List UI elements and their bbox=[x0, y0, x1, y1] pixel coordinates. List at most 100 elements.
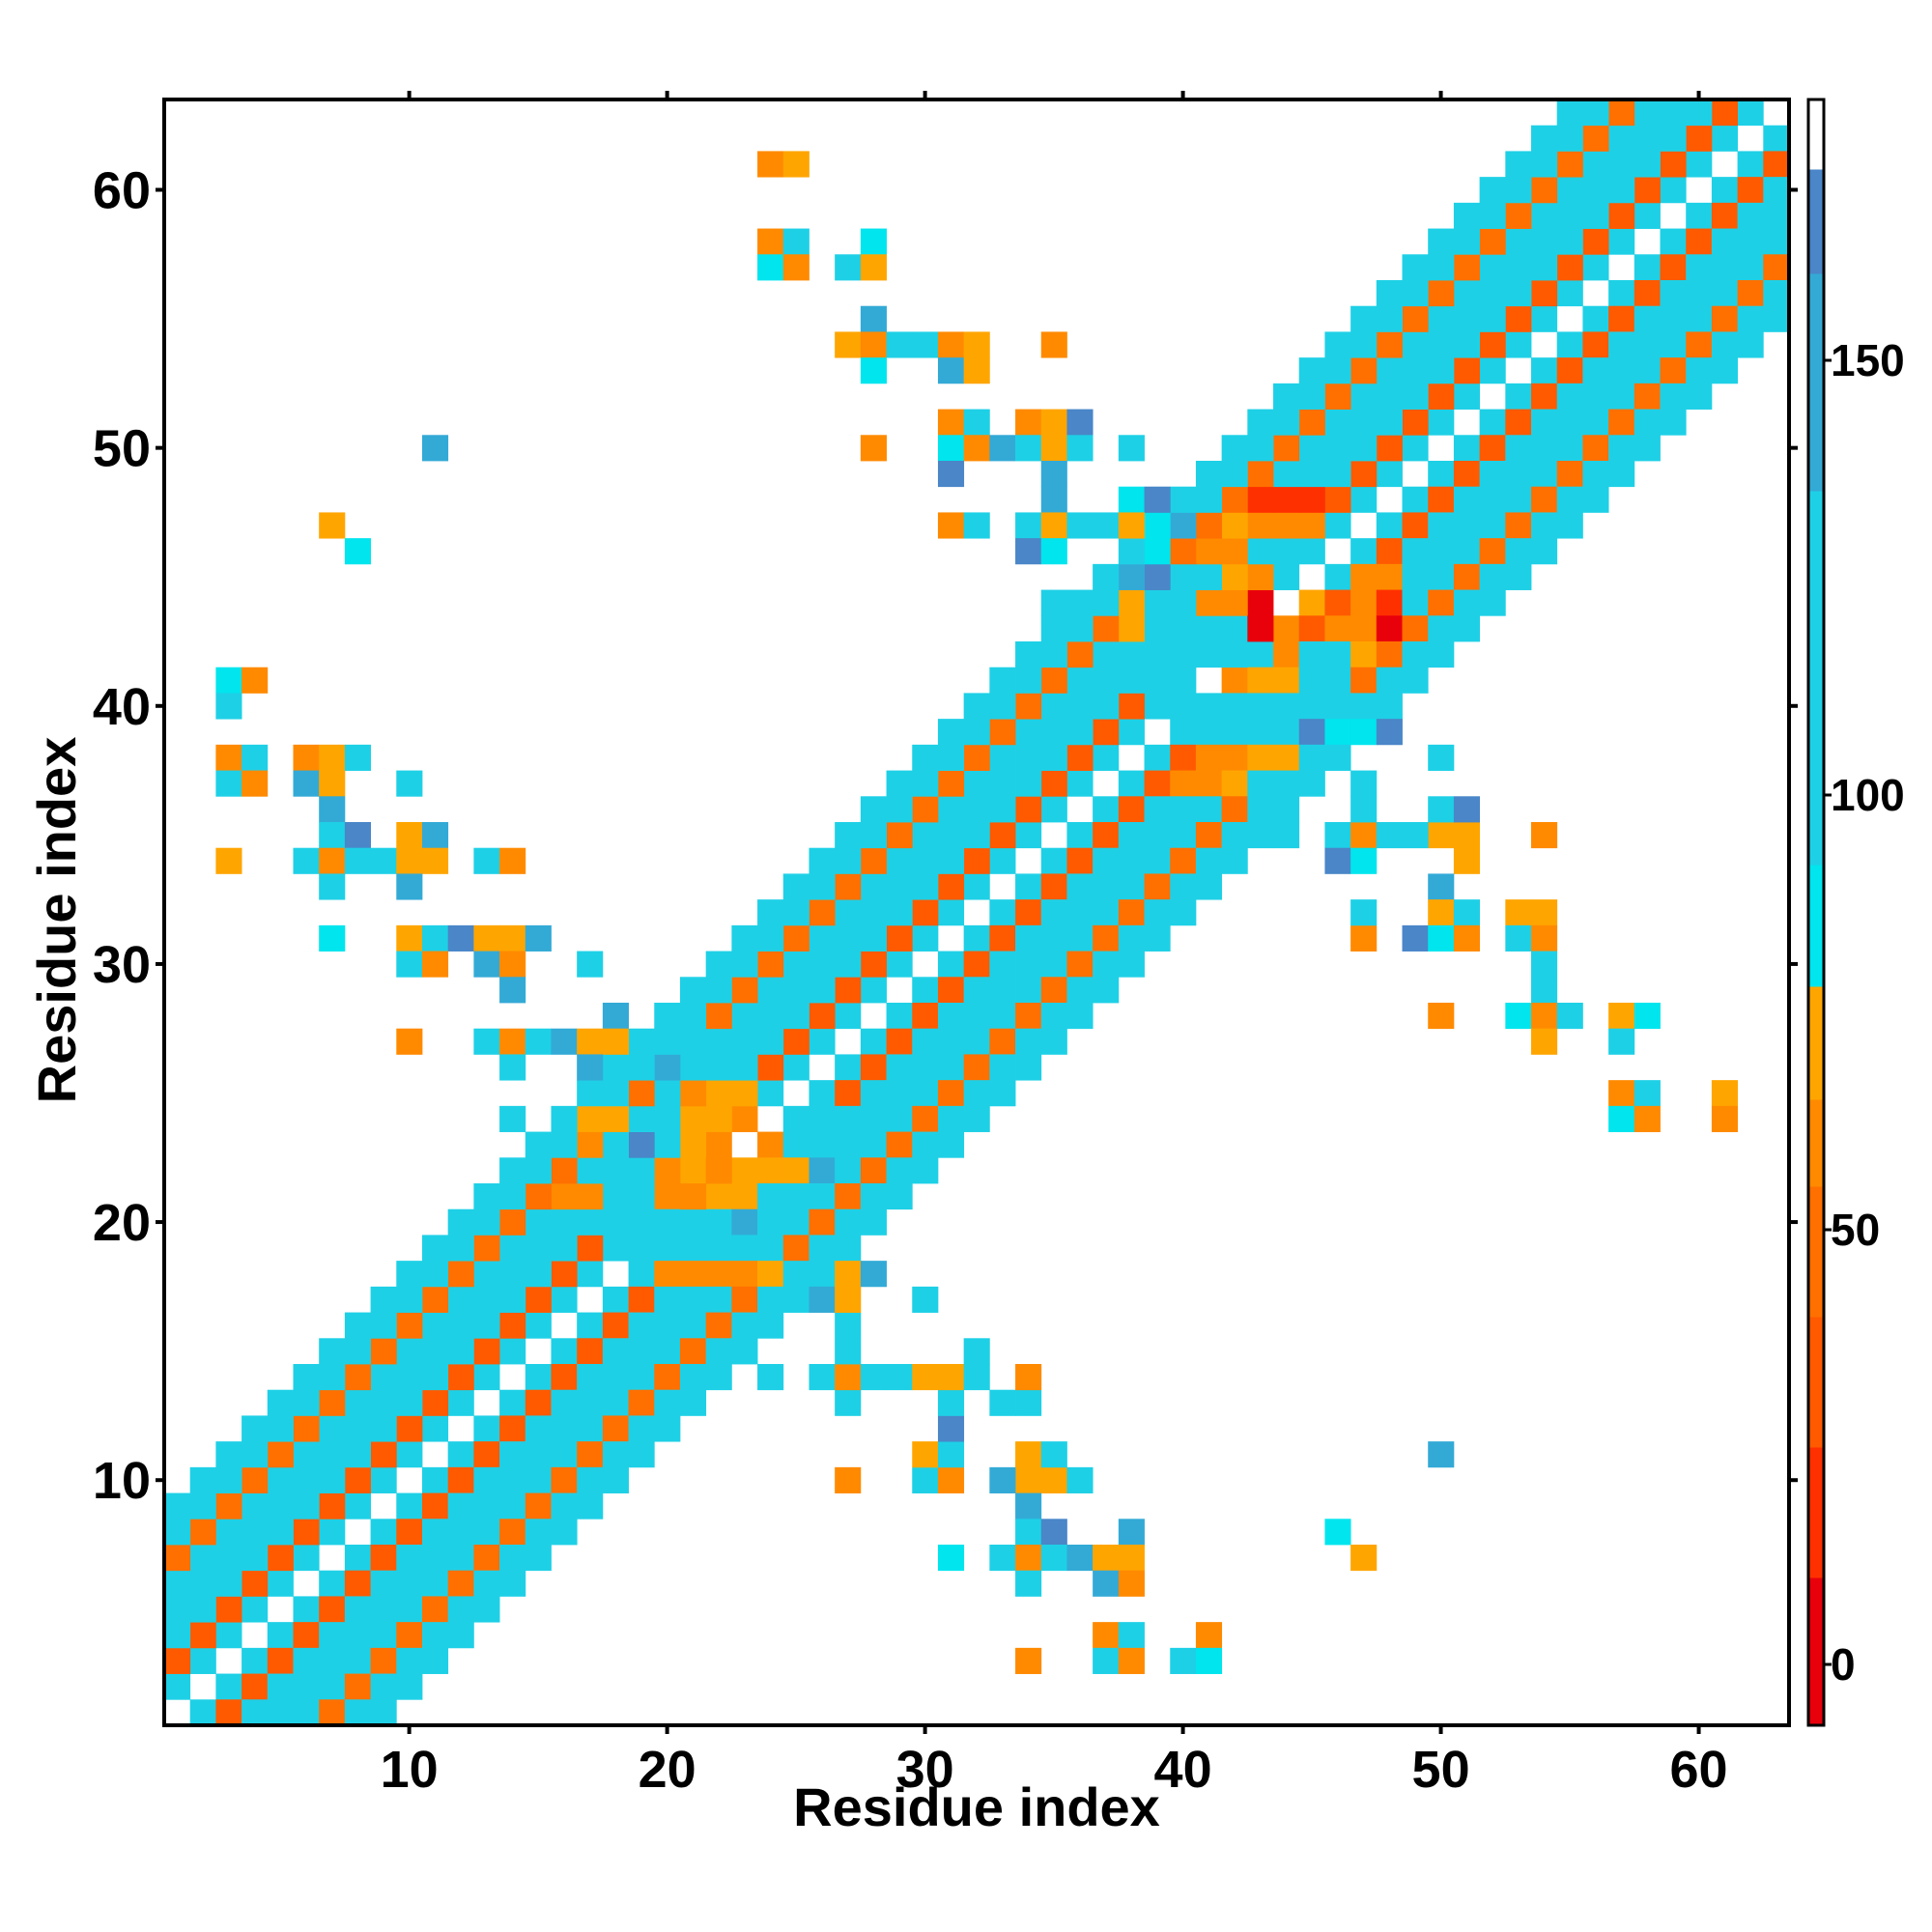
heatmap-cell bbox=[937, 719, 965, 746]
heatmap-cell bbox=[1144, 796, 1171, 823]
heatmap-cell bbox=[679, 1364, 707, 1391]
heatmap-cell bbox=[1376, 563, 1403, 590]
heatmap-cell bbox=[370, 1364, 397, 1391]
colorbar-tick-label: 150 bbox=[1831, 335, 1905, 385]
heatmap-cell bbox=[835, 924, 862, 952]
heatmap-cell bbox=[1505, 305, 1532, 332]
heatmap-cell bbox=[1144, 538, 1171, 565]
heatmap-cell bbox=[215, 1622, 242, 1649]
heatmap-cell bbox=[1221, 512, 1248, 539]
heatmap-cell bbox=[912, 1028, 939, 1055]
heatmap-cell bbox=[1608, 177, 1635, 204]
heatmap-cell bbox=[705, 1261, 732, 1288]
heatmap-cell bbox=[1015, 1389, 1042, 1416]
heatmap-cell bbox=[1376, 822, 1403, 849]
heatmap-cell bbox=[1428, 615, 1455, 642]
heatmap-cell bbox=[731, 1286, 758, 1313]
heatmap-cell bbox=[1453, 461, 1481, 488]
heatmap-cell bbox=[628, 1105, 655, 1132]
heatmap-cell bbox=[189, 1699, 216, 1726]
heatmap-cell bbox=[1505, 151, 1532, 178]
heatmap-cell bbox=[1118, 538, 1145, 565]
heatmap-cell bbox=[835, 847, 862, 874]
heatmap-cell bbox=[1582, 357, 1609, 384]
heatmap-cell bbox=[1221, 667, 1248, 694]
heatmap-cell bbox=[1505, 383, 1532, 410]
heatmap-cell bbox=[1195, 615, 1223, 642]
heatmap-cell bbox=[421, 1235, 449, 1262]
heatmap-cell bbox=[757, 1054, 784, 1081]
heatmap-cell bbox=[421, 1492, 449, 1520]
heatmap-cell bbox=[1015, 538, 1042, 565]
heatmap-cell bbox=[370, 1519, 397, 1546]
heatmap-cell bbox=[267, 1545, 294, 1572]
heatmap-cell bbox=[860, 1131, 887, 1158]
heatmap-cell bbox=[679, 1054, 707, 1081]
heatmap-cell bbox=[1428, 254, 1455, 281]
heatmap-cell bbox=[396, 1028, 423, 1055]
heatmap-cell bbox=[989, 744, 1016, 771]
heatmap-cell bbox=[731, 1105, 758, 1132]
heatmap-cell bbox=[1118, 1647, 1145, 1674]
colorbar-band bbox=[1808, 491, 1824, 866]
heatmap-cell bbox=[912, 744, 939, 771]
heatmap-cell bbox=[1015, 924, 1042, 952]
heatmap-cell bbox=[1221, 641, 1248, 668]
heatmap-cell bbox=[1170, 538, 1197, 565]
heatmap-cell bbox=[937, 796, 965, 823]
heatmap-cell bbox=[242, 1545, 269, 1572]
heatmap-cell bbox=[937, 744, 965, 771]
heatmap-cell bbox=[396, 1519, 423, 1546]
heatmap-cell bbox=[293, 1364, 320, 1391]
x-tick-label: 20 bbox=[639, 1741, 696, 1799]
heatmap-cell bbox=[1402, 357, 1429, 384]
heatmap-cell bbox=[1453, 538, 1481, 565]
heatmap-cell bbox=[654, 1080, 681, 1107]
heatmap-cell bbox=[1402, 383, 1429, 410]
heatmap-cell bbox=[370, 1673, 397, 1700]
heatmap-cell bbox=[189, 1596, 216, 1623]
heatmap-cell bbox=[886, 796, 913, 823]
heatmap-cell bbox=[1040, 409, 1067, 436]
heatmap-cell bbox=[937, 1131, 965, 1158]
heatmap-cell bbox=[1453, 331, 1481, 358]
heatmap-cell bbox=[1273, 719, 1300, 746]
colorbar: 0 50 100 150 bbox=[1806, 98, 1905, 1727]
heatmap-cell bbox=[912, 770, 939, 797]
heatmap-cell bbox=[473, 1183, 500, 1210]
heatmap-cell bbox=[1324, 435, 1351, 462]
heatmap-cell bbox=[344, 1389, 371, 1416]
heatmap-cell bbox=[1531, 125, 1558, 152]
heatmap-cell bbox=[1376, 331, 1403, 358]
heatmap-cell bbox=[1066, 1466, 1094, 1493]
heatmap-cell bbox=[835, 1286, 862, 1313]
heatmap-cell bbox=[189, 1647, 216, 1674]
heatmap-cell bbox=[1505, 177, 1532, 204]
heatmap-cell bbox=[628, 1364, 655, 1391]
heatmap-cell bbox=[1015, 1545, 1042, 1572]
heatmap-cell bbox=[1066, 615, 1094, 642]
heatmap-cell bbox=[1324, 744, 1351, 771]
heatmap-cell bbox=[1505, 563, 1532, 590]
colorbar-tick-label: 100 bbox=[1831, 770, 1905, 820]
heatmap-cell bbox=[860, 1054, 887, 1081]
heatmap-cell bbox=[963, 1105, 990, 1132]
heatmap-cell bbox=[912, 924, 939, 952]
heatmap-cell bbox=[989, 847, 1016, 874]
heatmap-cell bbox=[396, 1492, 423, 1520]
heatmap-cell bbox=[782, 1261, 810, 1288]
heatmap-cell bbox=[628, 1415, 655, 1442]
heatmap-cell bbox=[757, 924, 784, 952]
heatmap-cell bbox=[1040, 1028, 1067, 1055]
heatmap-cell bbox=[1247, 667, 1274, 694]
x-tick-label: 50 bbox=[1412, 1741, 1470, 1799]
heatmap-cell bbox=[164, 1673, 191, 1700]
heatmap-cell bbox=[577, 1466, 604, 1493]
heatmap-cell bbox=[242, 1441, 269, 1468]
heatmap-cell bbox=[1015, 1570, 1042, 1597]
heatmap-cell bbox=[499, 1235, 526, 1262]
heatmap-cell bbox=[319, 1389, 346, 1416]
heatmap-cell bbox=[1479, 461, 1506, 488]
heatmap-cell bbox=[344, 744, 371, 771]
heatmap-cell bbox=[1556, 280, 1583, 307]
